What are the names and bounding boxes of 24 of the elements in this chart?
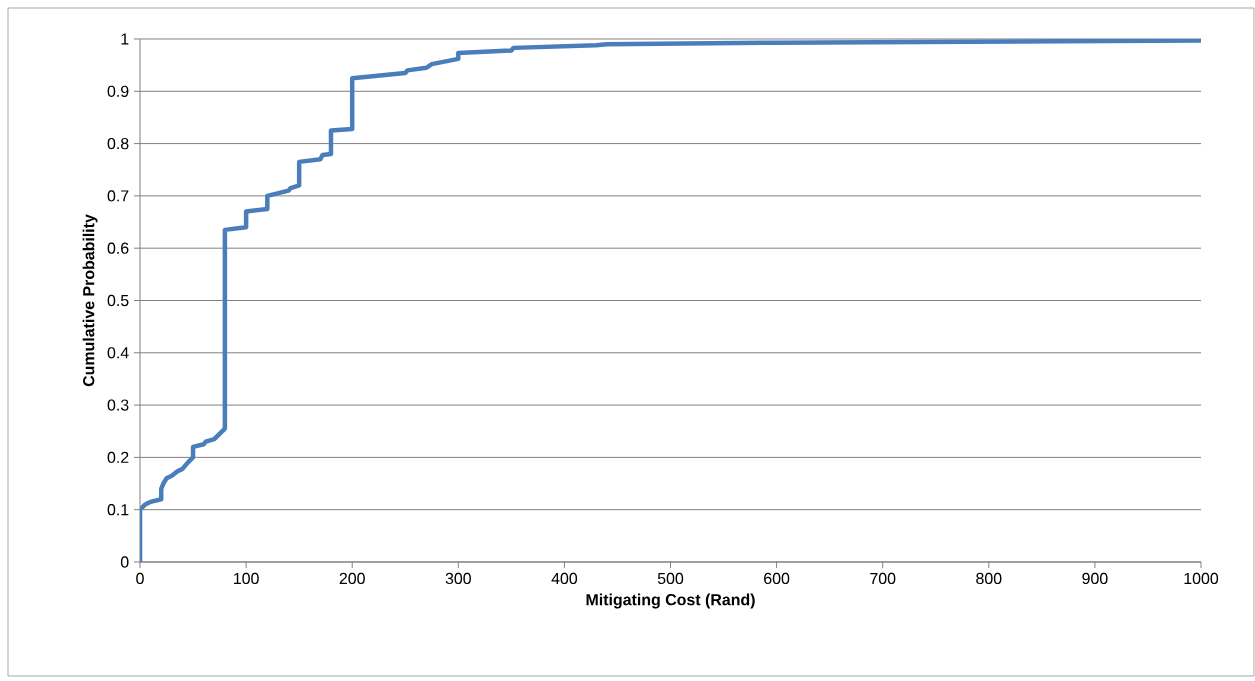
y-tick-label: 0.6 [107, 242, 129, 254]
y-tick-label: 0.2 [107, 451, 129, 464]
x-tick-label: 400 [551, 572, 578, 585]
x-tick-label: 900 [1082, 572, 1108, 585]
x-tick-label: 700 [870, 572, 896, 585]
x-tick-label: 0 [136, 572, 144, 585]
x-tick-label: 300 [445, 572, 471, 585]
x-tick-label: 500 [657, 572, 684, 585]
x-tick-label: 600 [764, 572, 790, 585]
x-axis-title: Mitigating Cost (Rand) [586, 593, 755, 609]
y-tick-label: 0.1 [107, 504, 129, 516]
x-tick-label: 100 [234, 572, 259, 585]
y-axis-title: Cumulative Probability [82, 214, 98, 387]
x-tick-label: 200 [339, 572, 365, 585]
y-tick-label: 0.4 [107, 347, 129, 359]
y-tick-label: 0.8 [107, 137, 129, 150]
y-tick-label: 0.3 [107, 399, 129, 411]
y-tick-label: 0.7 [107, 190, 129, 202]
y-tick-label: 0 [120, 556, 129, 568]
y-tick-label: 1 [121, 33, 129, 45]
x-tick-label: 800 [976, 572, 1002, 585]
y-tick-label: 0.9 [107, 85, 129, 97]
y-tick-label: 0.5 [107, 294, 129, 307]
x-tick-label: 1000 [1184, 572, 1219, 585]
